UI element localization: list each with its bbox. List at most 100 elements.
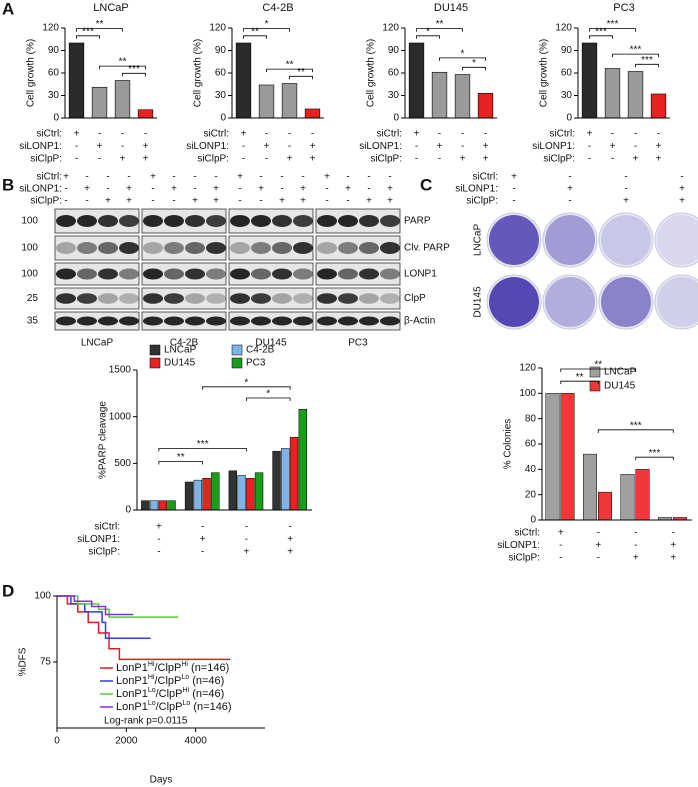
- condition-label: siClpP:: [543, 154, 575, 165]
- condition-sign: +: [595, 540, 601, 551]
- blot-band: [119, 293, 139, 304]
- blot-band: [251, 316, 271, 326]
- blot-band: [251, 242, 271, 254]
- legend-label-part: (n=46): [189, 688, 224, 700]
- blot-band: [338, 316, 358, 326]
- bar: [304, 108, 321, 119]
- condition-sign: -: [367, 184, 370, 195]
- significance-label: **: [436, 19, 444, 30]
- legend-swatch: [231, 357, 243, 369]
- condition-sign: +: [567, 184, 573, 195]
- condition-sign: +: [171, 184, 177, 195]
- blot-band: [98, 215, 118, 227]
- protein-label: PARP: [404, 216, 431, 227]
- legend-label-part: /ClpP: [154, 675, 181, 687]
- blot-band: [77, 242, 97, 254]
- blot-band: [164, 293, 184, 304]
- blot-band: [98, 293, 118, 304]
- y-tick-label: 90: [48, 45, 60, 56]
- marker-label: 100: [21, 269, 38, 280]
- bar: [583, 453, 597, 521]
- condition-sign: -: [568, 196, 571, 207]
- legend-label-part: /ClpP: [156, 688, 183, 700]
- y-tick-label: 75: [40, 657, 52, 668]
- condition-sign: -: [64, 196, 67, 207]
- bar: [246, 478, 255, 511]
- condition-sign: +: [483, 141, 489, 152]
- condition-sign: -: [127, 172, 130, 183]
- condition-sign: -: [157, 547, 160, 558]
- condition-label: siCtrl:: [203, 129, 229, 140]
- y-tick-label: 30: [388, 90, 400, 101]
- blot-band: [56, 268, 76, 280]
- survival-line: [57, 595, 134, 616]
- blot-band: [338, 242, 358, 254]
- condition-sign: +: [97, 141, 103, 152]
- cell-line-label: DU145: [255, 338, 287, 349]
- condition-sign: -: [121, 141, 124, 152]
- plate-colonies: [489, 215, 539, 265]
- legend-label-part: Lo: [181, 674, 189, 681]
- condition-sign: +: [610, 141, 616, 152]
- condition-sign: +: [237, 172, 243, 183]
- blot-band: [206, 316, 226, 326]
- bar: [184, 481, 194, 511]
- legend-swatch: [149, 357, 161, 369]
- condition-sign: -: [238, 196, 241, 207]
- significance-label: *: [472, 58, 476, 69]
- blot-band: [143, 293, 163, 304]
- blot-band: [380, 215, 400, 227]
- blot-band: [119, 316, 139, 326]
- condition-sign: -: [597, 528, 600, 539]
- significance-label: *: [244, 377, 248, 388]
- blot-band: [164, 215, 184, 227]
- legend-label-part: Hi: [181, 661, 188, 668]
- condition-sign: -: [634, 540, 637, 551]
- significance-bracket: [560, 368, 637, 373]
- blot-band: [98, 316, 118, 326]
- y-tick-label: 100: [519, 388, 536, 399]
- condition-sign: -: [438, 154, 441, 165]
- condition-sign: -: [634, 141, 637, 152]
- condition-sign: -: [588, 141, 591, 152]
- protein-label: Clv. PARP: [404, 243, 450, 254]
- significance-label: ***: [649, 448, 661, 459]
- y-tick-label: 120: [209, 23, 226, 34]
- condition-sign: +: [300, 184, 306, 195]
- blot-band: [338, 215, 358, 227]
- condition-sign: +: [679, 196, 685, 207]
- condition-sign: +: [558, 528, 564, 539]
- significance-label: ***: [630, 420, 642, 431]
- condition-sign: +: [258, 184, 264, 195]
- legend-label: LonP1Lo/ClpPLo (n=146): [116, 700, 232, 713]
- condition-label: siClpP:: [370, 154, 402, 165]
- legend-label: PC3: [246, 358, 266, 369]
- condition-sign: -: [680, 172, 683, 183]
- blot-band: [143, 242, 163, 254]
- legend-label: DU145: [164, 358, 196, 369]
- condition-sign: -: [238, 184, 241, 195]
- condition-sign: -: [98, 154, 101, 165]
- bar: [408, 42, 425, 119]
- blot-band: [56, 293, 76, 304]
- blot-band: [143, 268, 163, 280]
- condition-label: siLONP1:: [359, 141, 402, 152]
- bar: [298, 408, 307, 511]
- y-axis-label: %DFS: [18, 647, 29, 676]
- blot-band: [293, 268, 313, 280]
- significance-bracket: [612, 53, 659, 58]
- legend-label: LNCaP: [164, 345, 197, 356]
- condition-sign: -: [64, 184, 67, 195]
- blot-band: [317, 316, 337, 326]
- blot-band: [56, 316, 76, 326]
- cell-line-label: LNCaP: [81, 338, 114, 349]
- condition-sign: -: [301, 172, 304, 183]
- condition-sign: +: [670, 553, 676, 564]
- condition-sign: -: [634, 129, 637, 140]
- condition-sign: -: [193, 184, 196, 195]
- condition-sign: +: [656, 141, 662, 152]
- blot-band: [293, 293, 313, 304]
- significance-bracket: [597, 429, 674, 433]
- y-tick-label: 60: [525, 439, 537, 450]
- condition-sign: -: [193, 172, 196, 183]
